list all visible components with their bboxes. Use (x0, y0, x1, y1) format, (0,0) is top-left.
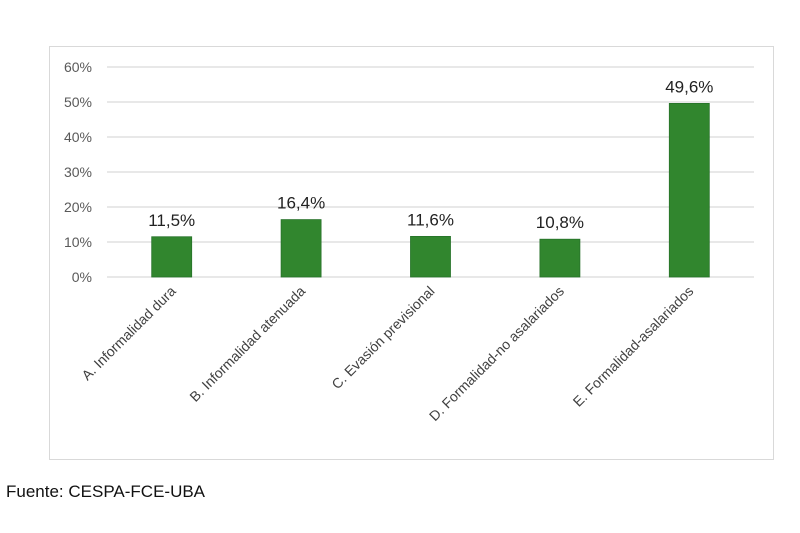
data-label: 11,6% (407, 210, 454, 229)
y-tick-label: 30% (64, 164, 92, 180)
data-label: 11,5% (148, 211, 195, 230)
y-tick-label: 60% (64, 59, 92, 75)
x-category-label: D. Formalidad-no asalariados (426, 283, 567, 424)
bar (151, 236, 193, 278)
x-category-label: C. Evasión previsional (328, 283, 437, 392)
data-label: 49,6% (665, 77, 713, 96)
y-tick-label: 20% (64, 199, 92, 215)
data-label: 10,8% (536, 213, 584, 232)
y-tick-label: 50% (64, 94, 92, 110)
source-note: Fuente: CESPA-FCE-UBA (6, 482, 206, 501)
x-category-label: B. Informalidad atenuada (186, 283, 308, 405)
data-label: 16,4% (277, 194, 325, 213)
chart-frame (49, 46, 774, 460)
y-tick-label: 40% (64, 129, 92, 145)
y-tick-label: 0% (72, 269, 92, 285)
y-tick-label: 10% (64, 234, 92, 250)
bar (410, 235, 451, 278)
x-category-label: A. Informalidad dura (78, 283, 179, 384)
bar (668, 103, 710, 278)
bar (539, 238, 581, 278)
bar (280, 219, 322, 278)
x-category-label: E. Formalidad-asalariados (570, 283, 697, 410)
